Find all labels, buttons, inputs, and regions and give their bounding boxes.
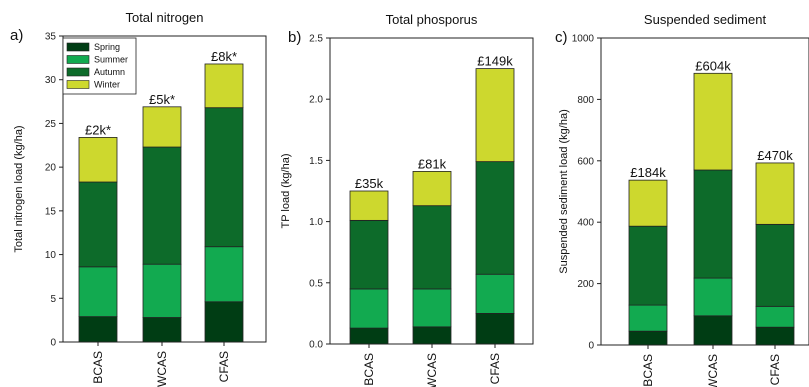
bar-spring-bcas xyxy=(349,327,389,345)
y-tick-label: 20 xyxy=(45,163,57,174)
y-tick-label: 2.0 xyxy=(309,95,323,106)
x-tick-label: WCAS xyxy=(425,353,439,387)
chart-panel-3: Suspended sediment c) Suspended sediment l… xyxy=(555,12,809,387)
bar-summer-wcas xyxy=(142,263,182,318)
chart-title: Total phosporus xyxy=(386,12,478,27)
chart-title: Suspended sediment xyxy=(644,12,767,27)
x-tick-label: WCAS xyxy=(155,351,169,387)
bar-spring-cfas xyxy=(475,312,515,345)
y-tick-label: 5 xyxy=(50,294,56,305)
cost-annotation: £604k xyxy=(695,58,731,73)
y-axis-label: TP load (kg/ha) xyxy=(280,153,292,228)
x-tick-label: BCAS xyxy=(91,351,105,384)
bar-spring-wcas xyxy=(142,317,182,343)
bar-spring-bcas xyxy=(628,330,668,346)
y-tick-label: 35 xyxy=(45,32,57,43)
cost-annotation: £81k xyxy=(418,156,447,171)
y-tick-label: 30 xyxy=(45,75,57,86)
bar-winter-cfas xyxy=(475,68,515,163)
bar-spring-wcas xyxy=(693,315,733,346)
bar-summer-cfas xyxy=(475,273,515,314)
bar-winter-cfas xyxy=(755,162,795,225)
bar-winter-wcas xyxy=(412,171,452,207)
bar-autumn-bcas xyxy=(78,181,118,268)
y-tick-label: 10 xyxy=(45,250,57,261)
bar-spring-cfas xyxy=(204,301,244,343)
y-tick-label: 800 xyxy=(577,95,594,106)
cost-annotation: £470k xyxy=(757,148,793,163)
bar-winter-wcas xyxy=(693,72,733,171)
bar-winter-bcas xyxy=(78,137,118,183)
bar-winter-bcas xyxy=(628,179,668,227)
panel-letter: a) xyxy=(10,27,23,44)
bar-autumn-wcas xyxy=(412,205,452,290)
x-tick-label: BCAS xyxy=(362,353,376,386)
bar-spring-wcas xyxy=(412,326,452,345)
y-tick-label: 1000 xyxy=(572,34,595,45)
cost-annotation: £149k xyxy=(477,54,513,69)
x-tick-label: WCAS xyxy=(706,354,720,387)
legend-swatch-autumn xyxy=(66,67,90,77)
x-tick-label: BCAS xyxy=(641,354,655,387)
x-tick-label: CFAS xyxy=(488,353,502,384)
y-axis-label: Suspended sediment load (kg/ha) xyxy=(558,109,570,274)
cost-annotation: £184k xyxy=(630,165,666,180)
bar-spring-cfas xyxy=(755,326,795,346)
y-tick-label: 25 xyxy=(45,119,57,130)
bar-summer-bcas xyxy=(349,288,389,329)
y-tick-label: 2.5 xyxy=(309,34,323,45)
legend-swatch-spring xyxy=(66,42,90,52)
bar-autumn-cfas xyxy=(755,223,795,307)
legend-label-summer: Summer xyxy=(94,55,128,65)
bar-autumn-wcas xyxy=(142,146,182,265)
y-tick-label: 0 xyxy=(50,338,56,349)
cost-annotation: £8k* xyxy=(211,49,237,64)
bar-summer-bcas xyxy=(628,304,668,332)
bar-winter-cfas xyxy=(204,63,244,109)
bar-winter-bcas xyxy=(349,190,389,221)
y-tick-label: 600 xyxy=(577,156,594,167)
chart-panel-1: Total nitrogen a) Total nitrogen load (kg/… xyxy=(10,10,267,387)
legend-label-spring: Spring xyxy=(94,42,120,52)
x-tick-label: CFAS xyxy=(768,354,782,385)
y-axis-label: Total nitrogen load (kg/ha) xyxy=(13,125,25,252)
y-tick-label: 400 xyxy=(577,218,594,229)
cost-annotation: £35k xyxy=(355,176,384,191)
bar-spring-bcas xyxy=(78,316,118,343)
x-tick-label: CFAS xyxy=(217,351,231,382)
chart-panel-2: Total phosporus b) TP load (kg/ha) 0.0 0.5 1.… xyxy=(280,12,534,387)
bar-summer-cfas xyxy=(204,246,244,303)
y-tick-label: 0 xyxy=(588,341,594,352)
bar-winter-wcas xyxy=(142,106,182,148)
bar-summer-bcas xyxy=(78,266,118,318)
legend-swatch-winter xyxy=(66,80,90,89)
bar-autumn-cfas xyxy=(475,161,515,275)
y-tick-label: 200 xyxy=(577,279,594,290)
legend-label-winter: Winter xyxy=(94,80,120,90)
bar-autumn-wcas xyxy=(693,169,733,279)
y-tick-label: 1.0 xyxy=(309,217,323,228)
cost-annotation: £2k* xyxy=(85,122,111,137)
panel-letter: b) xyxy=(288,29,301,46)
bar-summer-wcas xyxy=(693,277,733,317)
cost-annotation: £5k* xyxy=(149,92,175,107)
legend: Spring Summer Autumn Winter xyxy=(62,37,137,95)
bar-autumn-bcas xyxy=(349,219,389,290)
bar-summer-wcas xyxy=(412,288,452,328)
chart-title: Total nitrogen xyxy=(125,10,203,25)
y-tick-label: 1.5 xyxy=(309,156,323,167)
panel-letter: c) xyxy=(555,29,568,46)
legend-swatch-summer xyxy=(66,55,90,64)
bar-autumn-bcas xyxy=(628,225,668,306)
y-tick-label: 0.0 xyxy=(309,340,323,351)
bar-autumn-cfas xyxy=(204,107,244,248)
y-tick-label: 0.5 xyxy=(309,278,323,289)
legend-label-autumn: Autumn xyxy=(94,67,125,77)
bar-summer-cfas xyxy=(755,305,795,328)
y-tick-label: 15 xyxy=(45,206,57,217)
